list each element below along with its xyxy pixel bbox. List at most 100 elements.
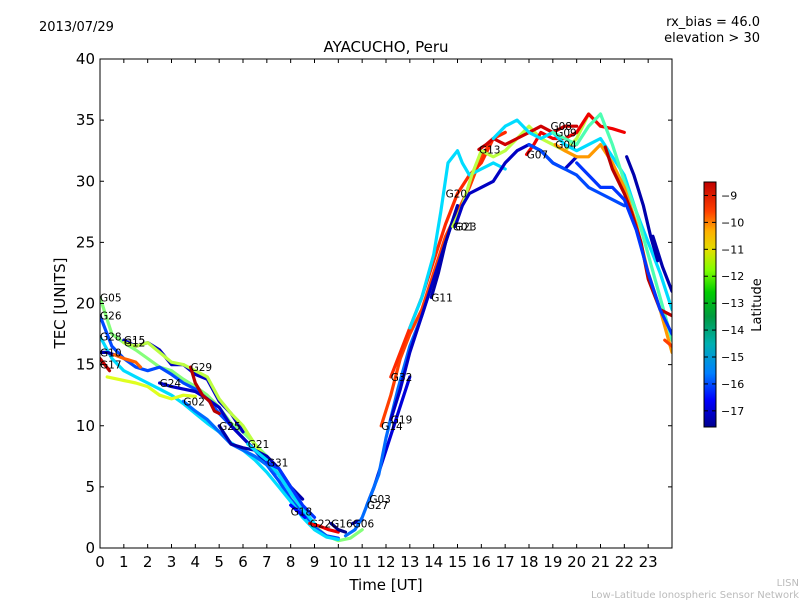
x-tick-label: 22 bbox=[615, 553, 634, 571]
colorbar bbox=[703, 181, 717, 428]
satellite-label-g17: G17 bbox=[100, 360, 122, 372]
series-line-g21 bbox=[246, 442, 317, 526]
x-tick-label: 0 bbox=[95, 553, 105, 571]
colorbar-tick-label: −13 bbox=[721, 297, 744, 310]
colorbar-ticks: −9 −10 −11 −12 −13 −14 −15 −16 −17 bbox=[704, 189, 744, 418]
colorbar-tick-label: −14 bbox=[721, 324, 744, 337]
series-line-g12 bbox=[122, 341, 269, 462]
series-line-g08 bbox=[491, 118, 672, 312]
satellite-label-g18: G18 bbox=[291, 506, 313, 518]
y-tick-label: 0 bbox=[85, 539, 95, 557]
satellite-label-g20: G20 bbox=[446, 188, 468, 200]
satellite-label-g05: G05 bbox=[100, 292, 122, 304]
x-tick-label: 11 bbox=[353, 553, 372, 571]
x-tick-label: 12 bbox=[376, 553, 395, 571]
x-tick-label: 8 bbox=[286, 553, 296, 571]
series-line-g01 bbox=[451, 112, 603, 229]
y-tick-label: 25 bbox=[76, 233, 95, 251]
satellite-label-g24: G24 bbox=[160, 378, 182, 390]
colorbar-tick-label: −9 bbox=[721, 189, 737, 202]
satellite-label-g25: G25 bbox=[219, 421, 241, 433]
elevation-label: elevation > 30 bbox=[664, 31, 760, 46]
satellite-label-g11: G11 bbox=[431, 292, 453, 304]
x-tick-label: 3 bbox=[167, 553, 177, 571]
chart-title: AYACUCHO, Peru bbox=[323, 38, 448, 56]
series-line-g17c bbox=[663, 338, 672, 348]
series-line-g23 bbox=[453, 143, 579, 229]
series-line-g17b bbox=[105, 375, 197, 401]
satellite-label-g29: G29 bbox=[191, 362, 213, 374]
series-line-g14 bbox=[379, 130, 507, 428]
satellite-label-g10: G10 bbox=[100, 347, 122, 359]
satellite-label-g12: G12 bbox=[124, 338, 146, 350]
x-tick-label: 20 bbox=[567, 553, 586, 571]
series-line-g09 bbox=[551, 112, 672, 342]
x-tick-label: 1 bbox=[119, 553, 129, 571]
y-tick-label: 10 bbox=[76, 417, 95, 435]
satellite-label-g16: G16 bbox=[331, 519, 353, 531]
series-line-g18 bbox=[289, 503, 307, 520]
series-line-g16 bbox=[329, 521, 348, 534]
y-tick-label: 30 bbox=[76, 172, 95, 190]
x-tick-label: 16 bbox=[472, 553, 491, 571]
colorbar-tick-label: −12 bbox=[721, 270, 744, 283]
satellite-label-g09: G09 bbox=[555, 127, 577, 139]
lisn-short: LISN bbox=[777, 578, 799, 589]
series-line-g17 bbox=[100, 356, 112, 373]
date-label: 2013/07/29 bbox=[39, 20, 114, 35]
colorbar-tick-label: −17 bbox=[721, 405, 744, 418]
y-tick-label: 5 bbox=[85, 478, 95, 496]
series-line-g29 bbox=[189, 365, 221, 416]
series-line-g20 bbox=[408, 149, 507, 330]
y-tick-label: 15 bbox=[76, 356, 95, 374]
x-tick-label: 7 bbox=[262, 553, 272, 571]
satellite-label-g03: G03 bbox=[369, 494, 391, 506]
series-line-g13 bbox=[477, 124, 579, 152]
y-tick-label: 35 bbox=[76, 111, 95, 129]
series-line-g30 bbox=[527, 143, 626, 208]
series-line-g19 bbox=[389, 240, 448, 422]
series-line-g12b bbox=[575, 161, 672, 336]
x-tick-label: 18 bbox=[519, 553, 538, 571]
colorbar-tick-label: −16 bbox=[721, 378, 744, 391]
satellite-label-g13: G13 bbox=[479, 144, 501, 156]
satellite-label-g32: G32 bbox=[391, 372, 413, 384]
satellite-label-g27: G27 bbox=[367, 500, 389, 512]
x-axis-label: Time [UT] bbox=[348, 576, 422, 594]
series-line-g29b bbox=[625, 155, 660, 263]
x-tick-label: 9 bbox=[310, 553, 320, 571]
series-line-g24b bbox=[651, 234, 672, 293]
colorbar-tick-label: −15 bbox=[721, 351, 744, 364]
x-tick-label: 13 bbox=[400, 553, 419, 571]
y-axis-label: TEC [UNITS] bbox=[51, 258, 69, 350]
x-tick-label: 14 bbox=[424, 553, 443, 571]
series-line-g10b bbox=[112, 353, 143, 369]
satellite-label-g02: G02 bbox=[183, 396, 205, 408]
x-tick-label: 15 bbox=[448, 553, 467, 571]
x-tick-label: 17 bbox=[496, 553, 515, 571]
satellite-label-g15: G15 bbox=[124, 335, 146, 347]
series-line-g31 bbox=[265, 460, 317, 520]
series-line-g05 bbox=[100, 295, 364, 543]
series-layer bbox=[100, 112, 672, 543]
satellite-label-g23: G23 bbox=[455, 221, 477, 233]
series-line-g10 bbox=[100, 350, 116, 357]
colorbar-tick-label: −11 bbox=[721, 243, 744, 256]
x-tick-label: 2 bbox=[143, 553, 153, 571]
x-tick-label: 4 bbox=[191, 553, 201, 571]
satellite-label-g21: G21 bbox=[248, 439, 270, 451]
lisn-long: Low-Latitude Ionospheric Sensor Network bbox=[591, 590, 799, 600]
colorbar-label: Latitude bbox=[750, 278, 765, 332]
satellite-label-g14: G14 bbox=[381, 421, 403, 433]
satellite-label-g31: G31 bbox=[267, 457, 289, 469]
x-tick-label: 10 bbox=[329, 553, 348, 571]
x-tick-label: 19 bbox=[543, 553, 562, 571]
satellite-label-g26: G26 bbox=[100, 311, 122, 323]
satellite-label-g04: G04 bbox=[555, 140, 577, 152]
y-tick-label: 20 bbox=[76, 295, 95, 313]
satellite-label-g06: G06 bbox=[353, 519, 375, 531]
rx-bias-label: rx_bias = 46.0 bbox=[666, 15, 760, 30]
satellite-label-g01: G01 bbox=[453, 221, 475, 233]
